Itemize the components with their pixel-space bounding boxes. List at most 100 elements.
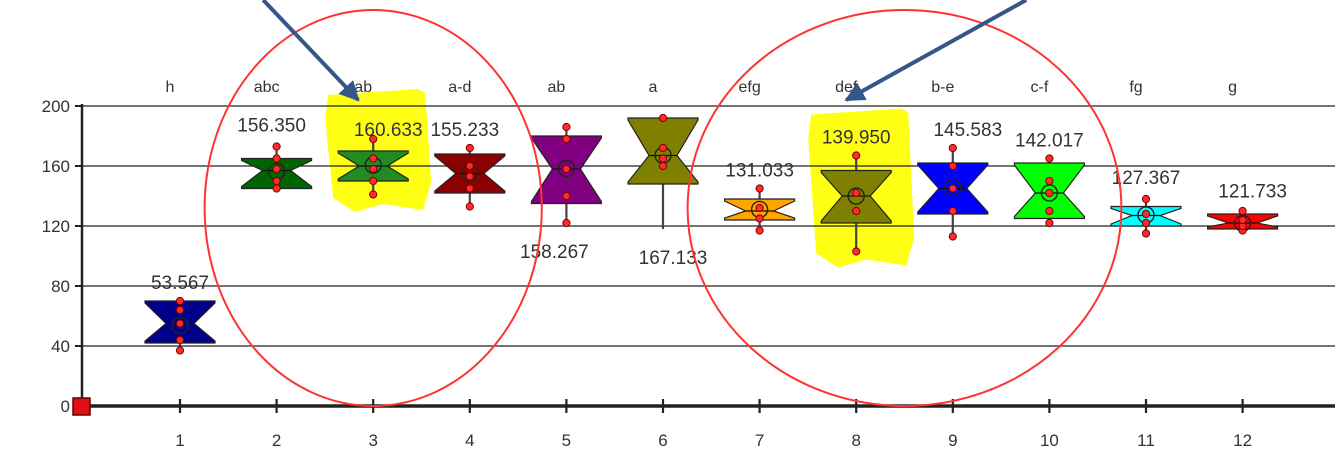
box-group-2 xyxy=(241,142,313,193)
origin-marker xyxy=(72,397,91,416)
y-tick-label: 40 xyxy=(51,337,70,356)
data-point xyxy=(658,161,668,171)
data-point xyxy=(1045,188,1054,198)
data-point xyxy=(755,226,764,235)
mean-value-label: 142.017 xyxy=(1015,131,1084,152)
data-point xyxy=(948,206,957,216)
box-group-6 xyxy=(627,113,699,229)
data-point xyxy=(1045,218,1054,228)
box-group-8 xyxy=(820,151,892,256)
axes xyxy=(72,104,1335,416)
data-point xyxy=(272,154,281,163)
data-point xyxy=(465,202,474,211)
box-group-9 xyxy=(917,143,989,241)
group-letter-label: h xyxy=(166,79,175,96)
data-point xyxy=(465,184,474,193)
box-group-4 xyxy=(434,143,506,211)
data-point xyxy=(369,154,378,163)
mean-marker-9 xyxy=(944,178,962,197)
mean-value-label: 167.133 xyxy=(639,248,708,269)
group-letter-label: a xyxy=(649,79,658,96)
group-letter-label: abc xyxy=(254,79,280,96)
mean-value-label: 127.367 xyxy=(1112,168,1181,189)
highlight-ellipse-2 xyxy=(686,9,1123,407)
data-point xyxy=(562,218,571,228)
data-point xyxy=(755,214,764,223)
data-point xyxy=(272,176,281,186)
box-group-11 xyxy=(1110,194,1182,238)
data-point xyxy=(1141,229,1151,238)
data-point xyxy=(175,296,185,306)
y-tick-label: 200 xyxy=(42,97,70,116)
data-point xyxy=(175,319,185,328)
box-2 xyxy=(241,157,313,190)
data-point xyxy=(852,206,861,216)
data-point xyxy=(1141,218,1151,228)
data-point xyxy=(1141,209,1151,219)
data-point xyxy=(369,164,378,174)
data-point xyxy=(948,161,957,171)
boxes xyxy=(144,113,1279,355)
x-tick-label: 10 xyxy=(1040,431,1059,450)
mean-value-label: 53.567 xyxy=(151,273,209,294)
x-tick-label: 12 xyxy=(1233,431,1252,450)
x-tick-label: 6 xyxy=(658,431,667,450)
group-letter-label: fg xyxy=(1129,79,1142,96)
data-point xyxy=(369,176,378,186)
data-point xyxy=(852,247,861,256)
group-letter-label: a-d xyxy=(448,79,471,96)
data-point xyxy=(1045,176,1054,186)
data-point xyxy=(1238,215,1247,225)
data-point xyxy=(369,134,378,144)
box-group-3 xyxy=(337,134,409,199)
data-point xyxy=(1045,154,1054,163)
group-letter-label: ab xyxy=(548,79,566,96)
x-tick-label: 2 xyxy=(272,431,281,450)
group-letter-label: c-f xyxy=(1031,79,1049,96)
data-point xyxy=(1045,206,1054,216)
data-point xyxy=(852,151,861,160)
box-group-1 xyxy=(144,296,216,355)
data-point xyxy=(562,122,571,132)
x-tick-label: 11 xyxy=(1137,431,1155,450)
data-point xyxy=(948,232,957,241)
mean-marker-8 xyxy=(847,187,865,205)
overlay-layer xyxy=(203,0,1123,407)
x-tick-label: 9 xyxy=(948,431,957,450)
y-tick-label: 160 xyxy=(42,157,70,176)
mean-marker-5 xyxy=(557,159,576,178)
mean-value-label: 155.233 xyxy=(430,120,499,141)
data-point xyxy=(852,188,861,198)
data-point xyxy=(175,346,185,355)
data-point xyxy=(272,142,281,151)
data-point xyxy=(1238,206,1247,216)
data-point xyxy=(948,184,957,193)
data-point xyxy=(658,143,668,153)
y-tick-label: 80 xyxy=(51,277,70,296)
group-letter-label: g xyxy=(1228,79,1237,96)
box-group-10 xyxy=(1013,154,1086,228)
x-tick-label: 1 xyxy=(175,431,184,450)
data-point xyxy=(562,191,571,201)
data-point xyxy=(465,161,474,171)
data-point xyxy=(272,184,281,193)
highlight-ellipse-1 xyxy=(203,9,543,407)
mean-value-label: 158.267 xyxy=(520,242,589,263)
x-tick-label: 5 xyxy=(562,431,571,450)
mean-value-label: 145.583 xyxy=(933,120,1002,141)
box-group-5 xyxy=(530,122,603,228)
data-point xyxy=(562,134,571,144)
y-tick-label: 120 xyxy=(42,217,70,236)
data-point xyxy=(948,143,957,153)
group-letter-label: b-e xyxy=(931,79,954,96)
data-point xyxy=(562,164,571,174)
group-letter-label: ab xyxy=(354,79,372,96)
highlight-arrow-3 xyxy=(261,0,360,102)
data-point xyxy=(658,154,668,163)
x-tick-label: 8 xyxy=(851,431,860,450)
data-point xyxy=(755,184,764,193)
mean-value-label: 121.733 xyxy=(1218,182,1287,203)
mean-value-label: 156.350 xyxy=(237,116,306,137)
box-group-12 xyxy=(1206,206,1279,235)
data-point xyxy=(175,335,185,345)
